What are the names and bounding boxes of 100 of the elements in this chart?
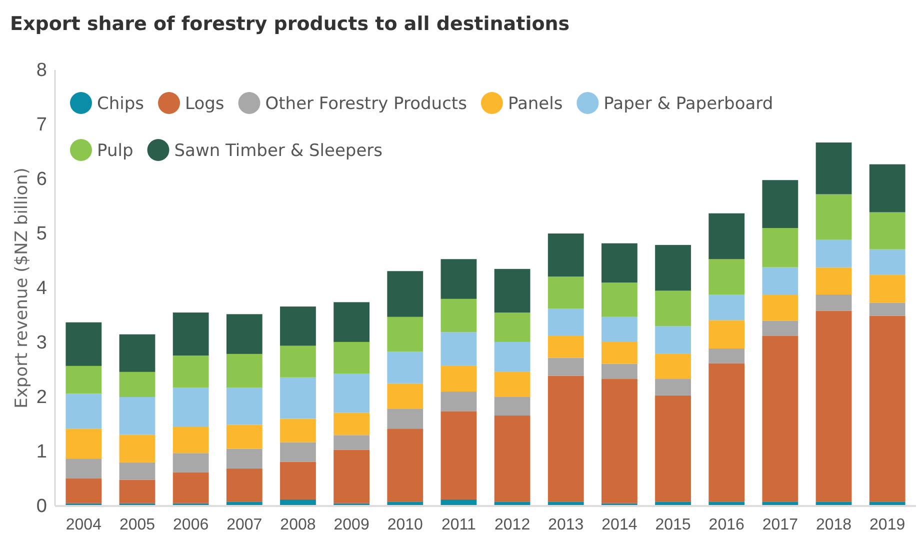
bar (869, 212, 906, 250)
bar (387, 271, 424, 317)
bar (869, 316, 906, 502)
legend-label: Chips (97, 94, 144, 114)
x-tick-label: 2010 (387, 516, 424, 534)
bar (334, 435, 370, 450)
bar (494, 397, 530, 416)
bar (172, 453, 209, 472)
bar (334, 450, 370, 504)
x-tick-label: 2004 (66, 516, 102, 534)
bar (601, 379, 638, 504)
bar (226, 354, 262, 388)
bar (494, 268, 530, 313)
x-tick-label: 2012 (494, 516, 530, 534)
bar (172, 426, 209, 454)
bar (280, 306, 316, 346)
x-tick-label: 2005 (119, 516, 156, 534)
bar (548, 308, 584, 336)
legend-label: Paper & Paperboard (604, 94, 774, 114)
legend-label: Sawn Timber & Sleepers (174, 141, 383, 161)
x-tick-label: 2011 (442, 516, 476, 534)
bar (440, 259, 477, 299)
bar (226, 314, 262, 354)
bar (334, 412, 370, 436)
bar (119, 480, 156, 504)
bar (548, 276, 584, 309)
x-tick-label: 2019 (870, 516, 906, 534)
y-tick-label: 4 (36, 278, 48, 300)
bar (655, 290, 691, 326)
bar (869, 249, 906, 275)
y-tick-label: 1 (36, 442, 47, 463)
bar (494, 416, 530, 502)
y-tick-label: 7 (36, 114, 47, 136)
bar (334, 374, 370, 413)
bar (762, 336, 798, 502)
bar (280, 418, 316, 442)
bar (226, 424, 262, 449)
bar (387, 428, 424, 502)
bar (280, 462, 316, 500)
bar (655, 326, 691, 354)
x-tick-label: 2013 (548, 516, 584, 534)
bar (387, 383, 424, 409)
bar (708, 348, 745, 364)
x-tick-label: 2008 (280, 516, 316, 534)
bar (601, 342, 638, 364)
bar (816, 267, 852, 295)
legend-label: Logs (185, 94, 224, 114)
bar (387, 316, 424, 352)
x-tick-label: 2007 (226, 516, 262, 534)
bar (548, 358, 584, 376)
bar (601, 243, 638, 283)
bar (816, 142, 852, 194)
y-tick-label: 3 (36, 332, 47, 354)
legend-label: Panels (508, 94, 563, 114)
bar (548, 376, 584, 502)
bar (655, 379, 691, 396)
bar (762, 294, 798, 321)
x-tick-label: 2006 (173, 516, 209, 534)
bar (601, 282, 638, 317)
bar (708, 294, 745, 320)
bar (387, 352, 424, 384)
bar (226, 468, 262, 502)
bar (119, 372, 156, 397)
y-tick-label: 0 (36, 496, 47, 518)
bar (762, 267, 798, 295)
bar (816, 294, 852, 311)
bar (334, 342, 370, 374)
bar (280, 442, 316, 462)
bar (816, 239, 852, 268)
bar (548, 336, 584, 358)
y-tick-label: 8 (36, 60, 47, 82)
bar (655, 395, 691, 502)
bar (869, 302, 906, 316)
bar (172, 388, 209, 427)
bar (708, 213, 745, 260)
bar (816, 310, 852, 502)
bar (387, 408, 424, 429)
bar (655, 354, 691, 380)
bar (708, 363, 745, 502)
bar (762, 228, 798, 268)
bar (440, 392, 477, 412)
bar (226, 448, 262, 468)
bar (66, 394, 102, 429)
x-tick-label: 2017 (762, 516, 798, 534)
bar (172, 472, 209, 504)
bar (172, 312, 209, 356)
bar (494, 312, 530, 342)
bar (226, 388, 262, 425)
x-tick-label: 2016 (708, 516, 744, 534)
bar (119, 434, 156, 462)
bar (494, 342, 530, 372)
bar (66, 322, 102, 366)
bar (440, 298, 477, 332)
bar (280, 346, 316, 378)
bar (816, 194, 852, 240)
bar (708, 259, 745, 295)
y-axis-title: Export revenue ($NZ billion) (12, 168, 32, 408)
x-tick-label: 2009 (334, 516, 370, 534)
bar (762, 180, 798, 228)
bar (601, 364, 638, 380)
